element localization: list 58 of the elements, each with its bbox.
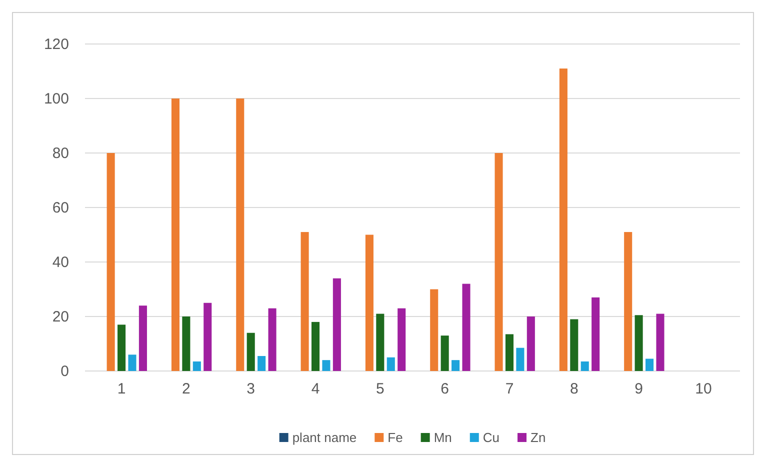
bar [494, 153, 503, 371]
bar [430, 289, 438, 371]
bar [332, 278, 341, 371]
bar [365, 234, 374, 371]
legend-label: Cu [482, 430, 500, 445]
bar [300, 232, 309, 371]
y-tick-label: 60 [52, 199, 69, 216]
bar [192, 361, 201, 371]
bar [138, 306, 147, 371]
y-tick-label: 20 [52, 308, 69, 326]
bar [559, 68, 568, 371]
x-tick-label: 1 [117, 380, 126, 398]
legend-label: Mn [434, 430, 452, 445]
x-tick-label: 4 [311, 380, 320, 398]
y-tick-label: 80 [52, 144, 69, 162]
bar [322, 360, 330, 371]
x-tick-label: 7 [505, 380, 514, 398]
bar [516, 348, 524, 371]
bar [592, 297, 600, 371]
legend-label: plant name [292, 430, 357, 445]
bar [656, 314, 664, 371]
bar [246, 332, 255, 371]
bar [452, 360, 460, 371]
bar [268, 308, 276, 371]
bar [106, 153, 115, 371]
x-tick-label: 2 [182, 380, 190, 398]
legend-label: Zn [530, 430, 546, 445]
x-tick-label: 10 [695, 380, 712, 398]
y-tick-label: 0 [60, 362, 69, 380]
bar [624, 232, 632, 371]
bar [570, 319, 578, 371]
bar [634, 315, 643, 371]
y-tick-label: 100 [44, 90, 69, 108]
bar [258, 356, 266, 371]
bar [440, 336, 449, 371]
bar [398, 308, 406, 371]
bar [311, 322, 320, 371]
bar [236, 98, 244, 371]
bar [526, 316, 535, 371]
bar [505, 334, 514, 371]
bar [462, 284, 470, 371]
bar [376, 314, 384, 371]
bar [128, 354, 136, 371]
bar [386, 357, 395, 371]
x-tick-label: 8 [570, 380, 578, 398]
x-tick-label: 9 [634, 380, 643, 398]
bar [182, 316, 190, 371]
legend-label: Fe [388, 430, 403, 445]
bar [580, 361, 589, 371]
y-tick-label: 120 [44, 36, 69, 53]
bar [204, 302, 212, 371]
bar [171, 98, 180, 371]
x-tick-label: 6 [440, 380, 449, 398]
y-tick-label: 40 [52, 254, 69, 271]
bar [646, 358, 654, 371]
bar [118, 324, 126, 371]
x-tick-label: 5 [376, 380, 384, 398]
x-tick-label: 3 [246, 380, 256, 398]
